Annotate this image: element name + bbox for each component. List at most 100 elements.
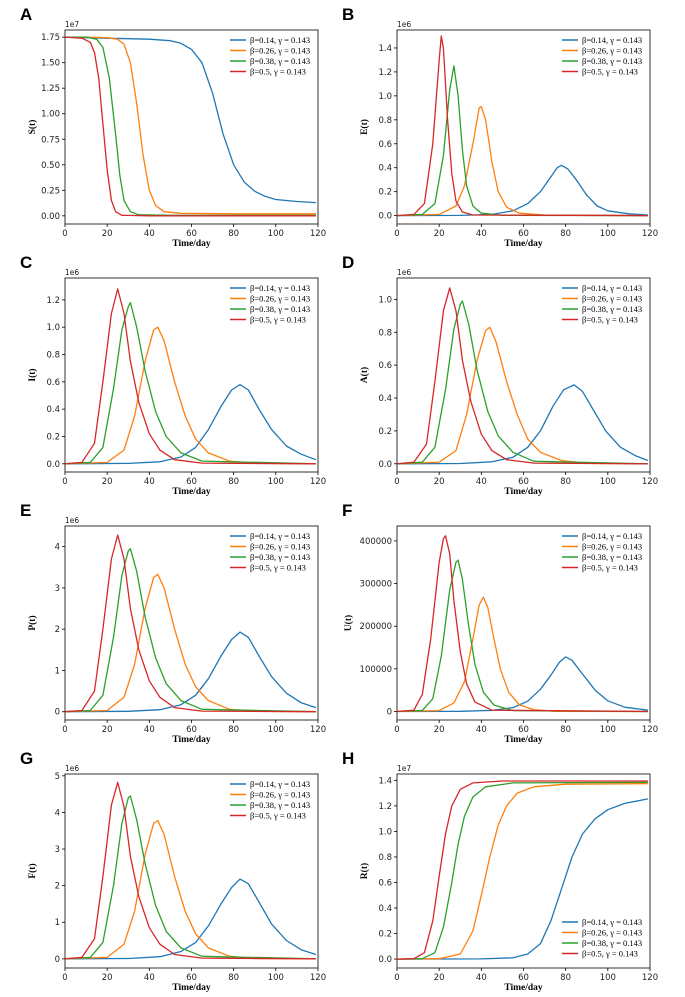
panel-label: H [342, 749, 354, 768]
legend-entry-3: β=0.5, γ = 0.143 [250, 811, 306, 821]
y-tick-label: 0.2 [378, 427, 392, 437]
x-tick-label: 60 [186, 973, 197, 983]
legend-entry-3: β=0.5, γ = 0.143 [582, 563, 638, 573]
legend-entry-0: β=0.14, γ = 0.143 [582, 35, 642, 45]
legend-entry-2: β=0.38, γ = 0.143 [582, 938, 642, 948]
y-tick-label: 0.4 [378, 904, 392, 914]
y-tick-label: 1.0 [378, 295, 392, 305]
panel-G: G 0 20 40 60 80 100 120 0 1 2 3 4 5 1e6 Time/day F(t) β=0… [20, 749, 326, 993]
y-tick-label: 100000 [360, 665, 392, 675]
legend-entry-0: β=0.14, γ = 0.143 [582, 283, 642, 293]
x-tick-label: 120 [642, 477, 658, 487]
x-tick-label: 100 [600, 229, 616, 239]
series-line-3 [64, 36, 316, 217]
x-tick-label: 60 [518, 725, 529, 735]
sci-multiplier: 1e6 [65, 764, 79, 773]
y-axis-label: I(t) [27, 368, 38, 381]
series-line-0 [64, 36, 316, 204]
x-tick-label: 0 [394, 973, 399, 983]
x-tick-label: 0 [394, 725, 399, 735]
y-tick-label: 1.75 [41, 33, 60, 43]
panel-D: D 0 20 40 60 80 100 120 0.0 0.2 0.4 0.6 0.8 1.0 1e6 Tim… [342, 253, 658, 497]
x-tick-label: 80 [560, 725, 571, 735]
y-tick-label: 0.2 [46, 432, 60, 442]
legend-entry-2: β=0.38, γ = 0.143 [250, 56, 310, 66]
series-line-3 [396, 535, 648, 713]
y-tick-label: 0.2 [378, 188, 392, 198]
x-tick-label: 100 [268, 229, 284, 239]
legend-entry-3: β=0.5, γ = 0.143 [250, 315, 306, 325]
x-tick-label: 120 [310, 229, 326, 239]
y-tick-label: 0.6 [46, 378, 60, 388]
y-tick-label: 1.0 [46, 323, 60, 333]
x-tick-label: 120 [642, 725, 658, 735]
y-axis-label: A(t) [359, 367, 370, 383]
y-tick-label: 1.0 [378, 827, 392, 837]
x-tick-label: 120 [310, 477, 326, 487]
y-tick-label: 0.0 [378, 460, 392, 470]
legend-entry-0: β=0.14, γ = 0.143 [250, 283, 310, 293]
series-line-3 [64, 288, 316, 465]
series-line-3 [396, 35, 648, 217]
legend-entry-2: β=0.38, γ = 0.143 [250, 552, 310, 562]
x-tick-label: 80 [228, 973, 239, 983]
x-tick-label: 120 [310, 725, 326, 735]
x-tick-label: 80 [228, 725, 239, 735]
panel-label: D [342, 253, 354, 272]
y-tick-label: 0.8 [46, 351, 60, 361]
series-line-2 [64, 795, 316, 960]
y-axis-label: S(t) [27, 120, 38, 135]
sci-multiplier: 1e7 [65, 20, 79, 29]
legend-entry-3: β=0.5, γ = 0.143 [582, 315, 638, 325]
legend-entry-1: β=0.26, γ = 0.143 [250, 542, 310, 552]
x-tick-label: 20 [434, 973, 445, 983]
panel-F: F 0 20 40 60 80 100 120 0 100000 200000 300000 40000… [342, 501, 658, 745]
y-axis-label: U(t) [343, 615, 354, 631]
series-line-0 [64, 878, 317, 960]
x-tick-label: 20 [434, 477, 445, 487]
y-tick-label: 3 [55, 584, 60, 594]
x-axis-label: Time/day [504, 983, 543, 993]
x-tick-label: 0 [62, 477, 67, 487]
x-tick-label: 100 [600, 725, 616, 735]
x-tick-label: 60 [518, 973, 529, 983]
x-axis-label: Time/day [172, 239, 211, 249]
legend-entry-1: β=0.26, γ = 0.143 [582, 928, 642, 938]
panel-B: B 0 20 40 60 80 100 120 0.0 0.2 0.4 0.6 0.8 1.0 1.2 1.4… [342, 5, 658, 249]
y-tick-label: 200000 [360, 622, 392, 632]
series-line-1 [396, 326, 648, 465]
y-tick-label: 1.2 [378, 802, 392, 812]
y-tick-label: 0.4 [378, 394, 392, 404]
y-tick-label: 0.75 [41, 135, 60, 145]
x-tick-label: 40 [476, 477, 487, 487]
y-tick-label: 4 [55, 808, 60, 818]
legend-entry-0: β=0.14, γ = 0.143 [250, 779, 310, 789]
x-axis-label: Time/day [172, 735, 211, 745]
y-tick-label: 1.2 [378, 68, 392, 78]
y-tick-label: 4 [55, 543, 60, 553]
y-tick-label: 0.8 [378, 116, 392, 126]
x-tick-label: 60 [186, 229, 197, 239]
x-tick-label: 20 [102, 725, 113, 735]
legend-entry-1: β=0.26, γ = 0.143 [582, 294, 642, 304]
y-tick-label: 0.0 [46, 460, 60, 470]
y-tick-label: 1 [55, 666, 60, 676]
sci-multiplier: 1e6 [65, 268, 79, 277]
panel-label: B [342, 5, 354, 24]
y-tick-label: 2 [55, 882, 60, 892]
x-axis-label: Time/day [504, 239, 543, 249]
y-tick-label: 5 [55, 772, 60, 782]
x-tick-label: 80 [560, 973, 571, 983]
y-tick-label: 0.00 [41, 212, 60, 222]
y-tick-label: 1.50 [41, 59, 60, 69]
x-tick-label: 0 [62, 725, 67, 735]
y-tick-label: 0 [387, 707, 392, 717]
panel-E: E 0 20 40 60 80 100 120 0 1 2 3 4 1e6 Time/day P(t) β=0.… [20, 501, 326, 745]
x-tick-label: 80 [560, 229, 571, 239]
sci-multiplier: 1e6 [65, 516, 79, 525]
y-axis-label: P(t) [27, 615, 38, 630]
